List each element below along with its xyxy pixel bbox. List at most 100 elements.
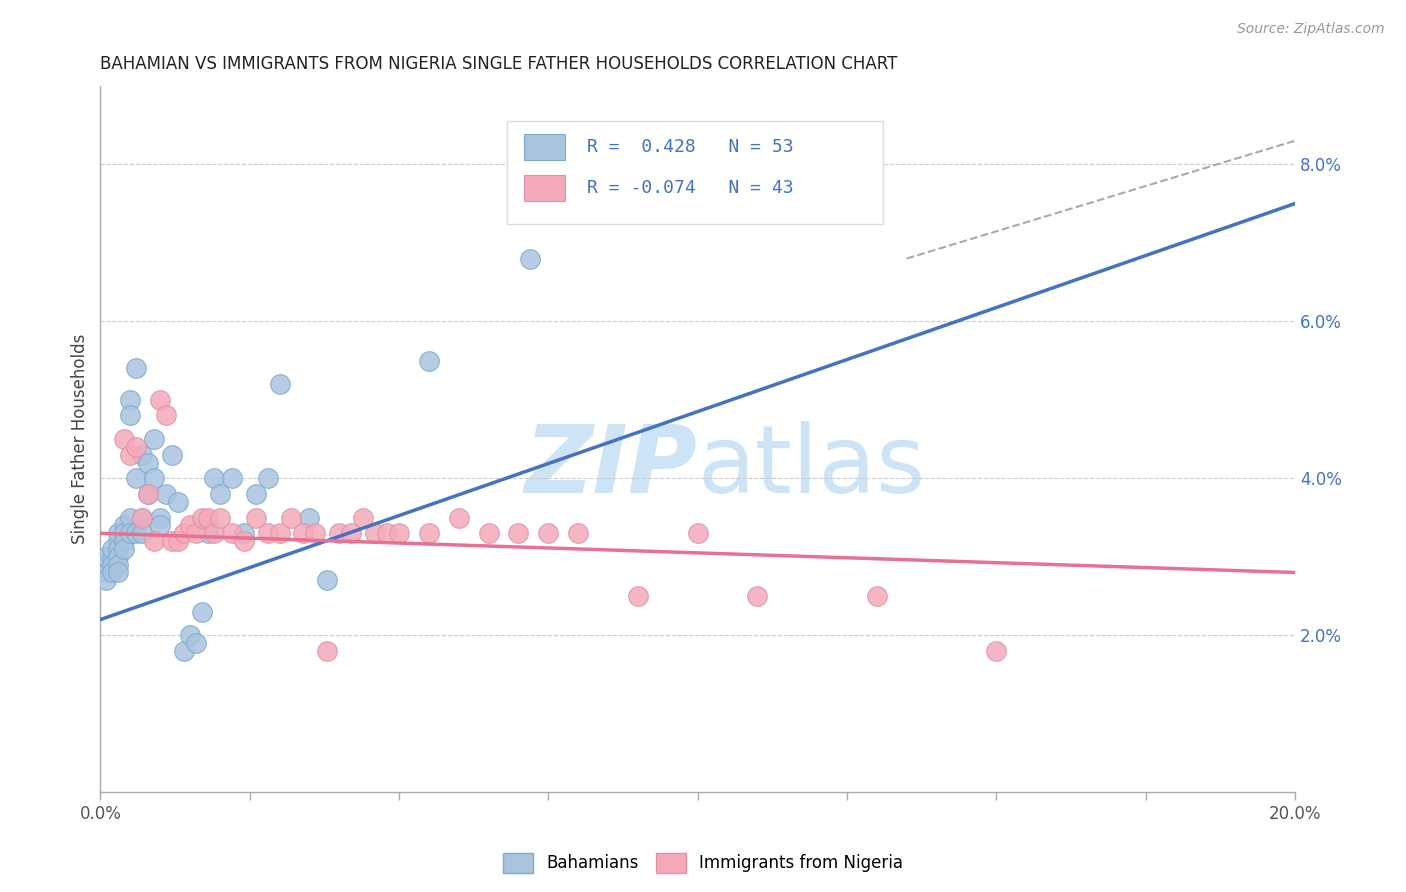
Point: [298, 510, 321, 524]
Text: BAHAMIAN VS IMMIGRANTS FROM NIGERIA SINGLE FATHER HOUSEHOLDS CORRELATION CHART: BAHAMIAN VS IMMIGRANTS FROM NIGERIA SING…: [100, 55, 897, 73]
Point: [160, 534, 183, 549]
Point: [107, 549, 129, 564]
Point: [986, 644, 1008, 658]
Point: [280, 510, 302, 524]
Point: [96, 558, 118, 572]
Point: [112, 432, 135, 446]
Point: [107, 541, 129, 556]
Point: [256, 526, 278, 541]
Point: [208, 487, 231, 501]
Point: [167, 534, 190, 549]
Point: [478, 526, 501, 541]
Point: [537, 526, 560, 541]
Point: [179, 628, 201, 642]
Point: [120, 392, 142, 407]
Point: [256, 471, 278, 485]
Text: ZIP: ZIP: [524, 421, 697, 513]
Point: [304, 526, 326, 541]
Point: [155, 409, 177, 423]
Point: [197, 526, 219, 541]
Point: [120, 510, 142, 524]
Point: [131, 510, 153, 524]
Point: [131, 510, 153, 524]
Point: [143, 471, 166, 485]
Point: [120, 448, 142, 462]
Point: [202, 526, 225, 541]
Point: [364, 526, 387, 541]
Point: [352, 510, 374, 524]
Point: [149, 392, 172, 407]
Point: [112, 526, 135, 541]
Point: [208, 510, 231, 524]
Point: [125, 440, 148, 454]
Point: [627, 589, 650, 603]
Point: [96, 549, 118, 564]
Point: [184, 636, 207, 650]
Point: [101, 566, 124, 580]
Point: [447, 510, 470, 524]
Point: [375, 526, 398, 541]
Point: [316, 644, 339, 658]
Point: [136, 487, 159, 501]
Point: [131, 526, 153, 541]
Point: [120, 526, 142, 541]
Y-axis label: Single Father Households: Single Father Households: [72, 334, 89, 544]
Point: [160, 448, 183, 462]
Point: [112, 541, 135, 556]
Point: [388, 526, 411, 541]
Point: [173, 526, 195, 541]
Point: [232, 526, 254, 541]
Point: [418, 526, 440, 541]
Point: [125, 471, 148, 485]
Point: [191, 605, 214, 619]
Point: [418, 353, 440, 368]
Point: [184, 526, 207, 541]
Point: [232, 534, 254, 549]
Point: [107, 566, 129, 580]
Point: [747, 589, 769, 603]
Point: [143, 432, 166, 446]
Point: [292, 526, 315, 541]
Point: [131, 448, 153, 462]
Point: [136, 487, 159, 501]
Text: R = -0.074   N = 43: R = -0.074 N = 43: [586, 179, 793, 197]
Point: [197, 510, 219, 524]
Point: [112, 534, 135, 549]
Point: [245, 487, 267, 501]
Text: atlas: atlas: [697, 421, 927, 513]
FancyBboxPatch shape: [506, 121, 883, 224]
Point: [136, 456, 159, 470]
Point: [519, 252, 541, 266]
Point: [101, 541, 124, 556]
Point: [508, 526, 530, 541]
Point: [96, 574, 118, 588]
Point: [202, 471, 225, 485]
Point: [340, 526, 363, 541]
Point: [567, 526, 589, 541]
Point: [245, 510, 267, 524]
Point: [101, 558, 124, 572]
Point: [125, 361, 148, 376]
Point: [149, 510, 172, 524]
Text: R =  0.428   N = 53: R = 0.428 N = 53: [586, 138, 793, 156]
Point: [125, 526, 148, 541]
Point: [316, 574, 339, 588]
Point: [149, 518, 172, 533]
Point: [179, 518, 201, 533]
Point: [143, 534, 166, 549]
Point: [191, 510, 214, 524]
Legend: Bahamians, Immigrants from Nigeria: Bahamians, Immigrants from Nigeria: [496, 847, 910, 880]
Point: [328, 526, 350, 541]
FancyBboxPatch shape: [524, 134, 565, 161]
Point: [107, 526, 129, 541]
Point: [101, 549, 124, 564]
FancyBboxPatch shape: [524, 175, 565, 202]
Point: [167, 495, 190, 509]
Point: [107, 558, 129, 572]
Point: [221, 471, 243, 485]
Point: [221, 526, 243, 541]
Point: [120, 409, 142, 423]
Point: [112, 518, 135, 533]
Point: [155, 487, 177, 501]
Text: Source: ZipAtlas.com: Source: ZipAtlas.com: [1237, 22, 1385, 37]
